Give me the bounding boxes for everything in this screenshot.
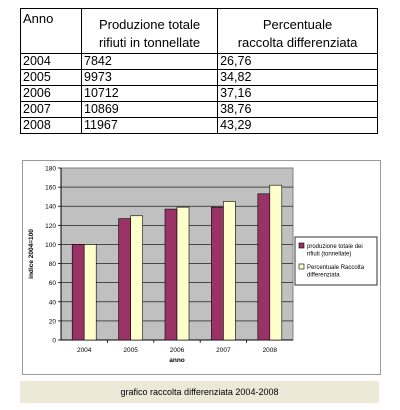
bar bbox=[257, 193, 271, 341]
x-tick-label: 2006 bbox=[170, 347, 185, 354]
bar bbox=[211, 206, 224, 341]
cell-production: 7842 bbox=[80, 53, 219, 70]
x-axis-label: anno bbox=[169, 357, 185, 364]
cell-percentage: 34,82 bbox=[217, 69, 378, 86]
cell-year: 2007 bbox=[20, 101, 82, 118]
header-production: Produzione totale rifiuti in tonnellate bbox=[80, 8, 219, 54]
x-tick-label: 2008 bbox=[263, 347, 278, 354]
bar bbox=[83, 244, 97, 341]
cell-year: 2008 bbox=[20, 117, 82, 134]
chart-container: 0 20 40 60 80 100 120 140 160 180 2004 2005 2006 2007… bbox=[22, 160, 381, 375]
bar bbox=[269, 184, 283, 341]
legend-swatch bbox=[298, 242, 305, 249]
cell-percentage: 26,76 bbox=[217, 53, 378, 70]
cell-percentage: 38,76 bbox=[217, 101, 378, 118]
cell-production: 11967 bbox=[80, 117, 219, 134]
bar bbox=[118, 218, 131, 341]
table-header-row: Anno Produzione totale rifiuti in tonnel… bbox=[20, 8, 378, 54]
bar bbox=[71, 244, 85, 341]
y-tick-label: 20 bbox=[49, 318, 57, 325]
cell-production: 9973 bbox=[80, 69, 219, 86]
data-table: Anno Produzione totale rifiuti in tonnel… bbox=[20, 8, 378, 134]
x-tick-label: 2005 bbox=[123, 347, 138, 354]
caption-text: grafico raccolta differenziata 2004-2008 bbox=[120, 387, 279, 397]
table-row: 2007 10869 38,76 bbox=[20, 101, 378, 118]
y-tick-label: 80 bbox=[49, 261, 57, 268]
table-row: 2008 11967 43,29 bbox=[20, 117, 378, 134]
bar bbox=[223, 201, 236, 341]
x-tick-label: 2004 bbox=[77, 347, 92, 354]
y-tick-label: 120 bbox=[45, 223, 56, 230]
bar bbox=[164, 208, 178, 341]
header-percentage: Percentuale raccolta differenziata bbox=[217, 8, 378, 54]
legend-label: Percentuale Raccolta differenziata bbox=[307, 265, 365, 279]
y-tick-label: 140 bbox=[45, 204, 56, 211]
cell-year: 2005 bbox=[20, 69, 82, 86]
cell-year: 2006 bbox=[20, 85, 82, 102]
bar-chart: 0 20 40 60 80 100 120 140 160 180 2004 2005 2006 2007… bbox=[28, 166, 378, 364]
cell-production: 10869 bbox=[80, 101, 219, 118]
cell-year: 2004 bbox=[20, 53, 82, 70]
table-row: 2005 9973 34,82 bbox=[20, 69, 378, 86]
y-axis-label: indice 2004=100 bbox=[28, 229, 35, 279]
bar bbox=[176, 206, 190, 341]
cell-production: 10712 bbox=[80, 85, 219, 102]
y-tick-label: 60 bbox=[49, 280, 57, 287]
legend-swatch bbox=[298, 263, 305, 270]
chart-caption: grafico raccolta differenziata 2004-2008 bbox=[20, 381, 379, 403]
table-row: 2004 7842 26,76 bbox=[20, 53, 378, 70]
y-tick-label: 40 bbox=[49, 299, 57, 306]
header-year: Anno bbox=[20, 8, 82, 54]
bar bbox=[130, 215, 143, 341]
cell-percentage: 37,16 bbox=[217, 85, 378, 102]
y-tick-label: 100 bbox=[45, 242, 56, 249]
y-tick-label: 0 bbox=[52, 338, 56, 345]
y-tick-label: 180 bbox=[45, 166, 56, 173]
y-tick-label: 160 bbox=[45, 185, 56, 192]
cell-percentage: 43,29 bbox=[217, 117, 378, 134]
legend-label: produzione totale dei rifiuti (tonnellate… bbox=[307, 244, 363, 258]
legend-box bbox=[294, 236, 378, 286]
table-row: 2006 10712 37,16 bbox=[20, 85, 378, 102]
x-tick-label: 2007 bbox=[216, 347, 231, 354]
